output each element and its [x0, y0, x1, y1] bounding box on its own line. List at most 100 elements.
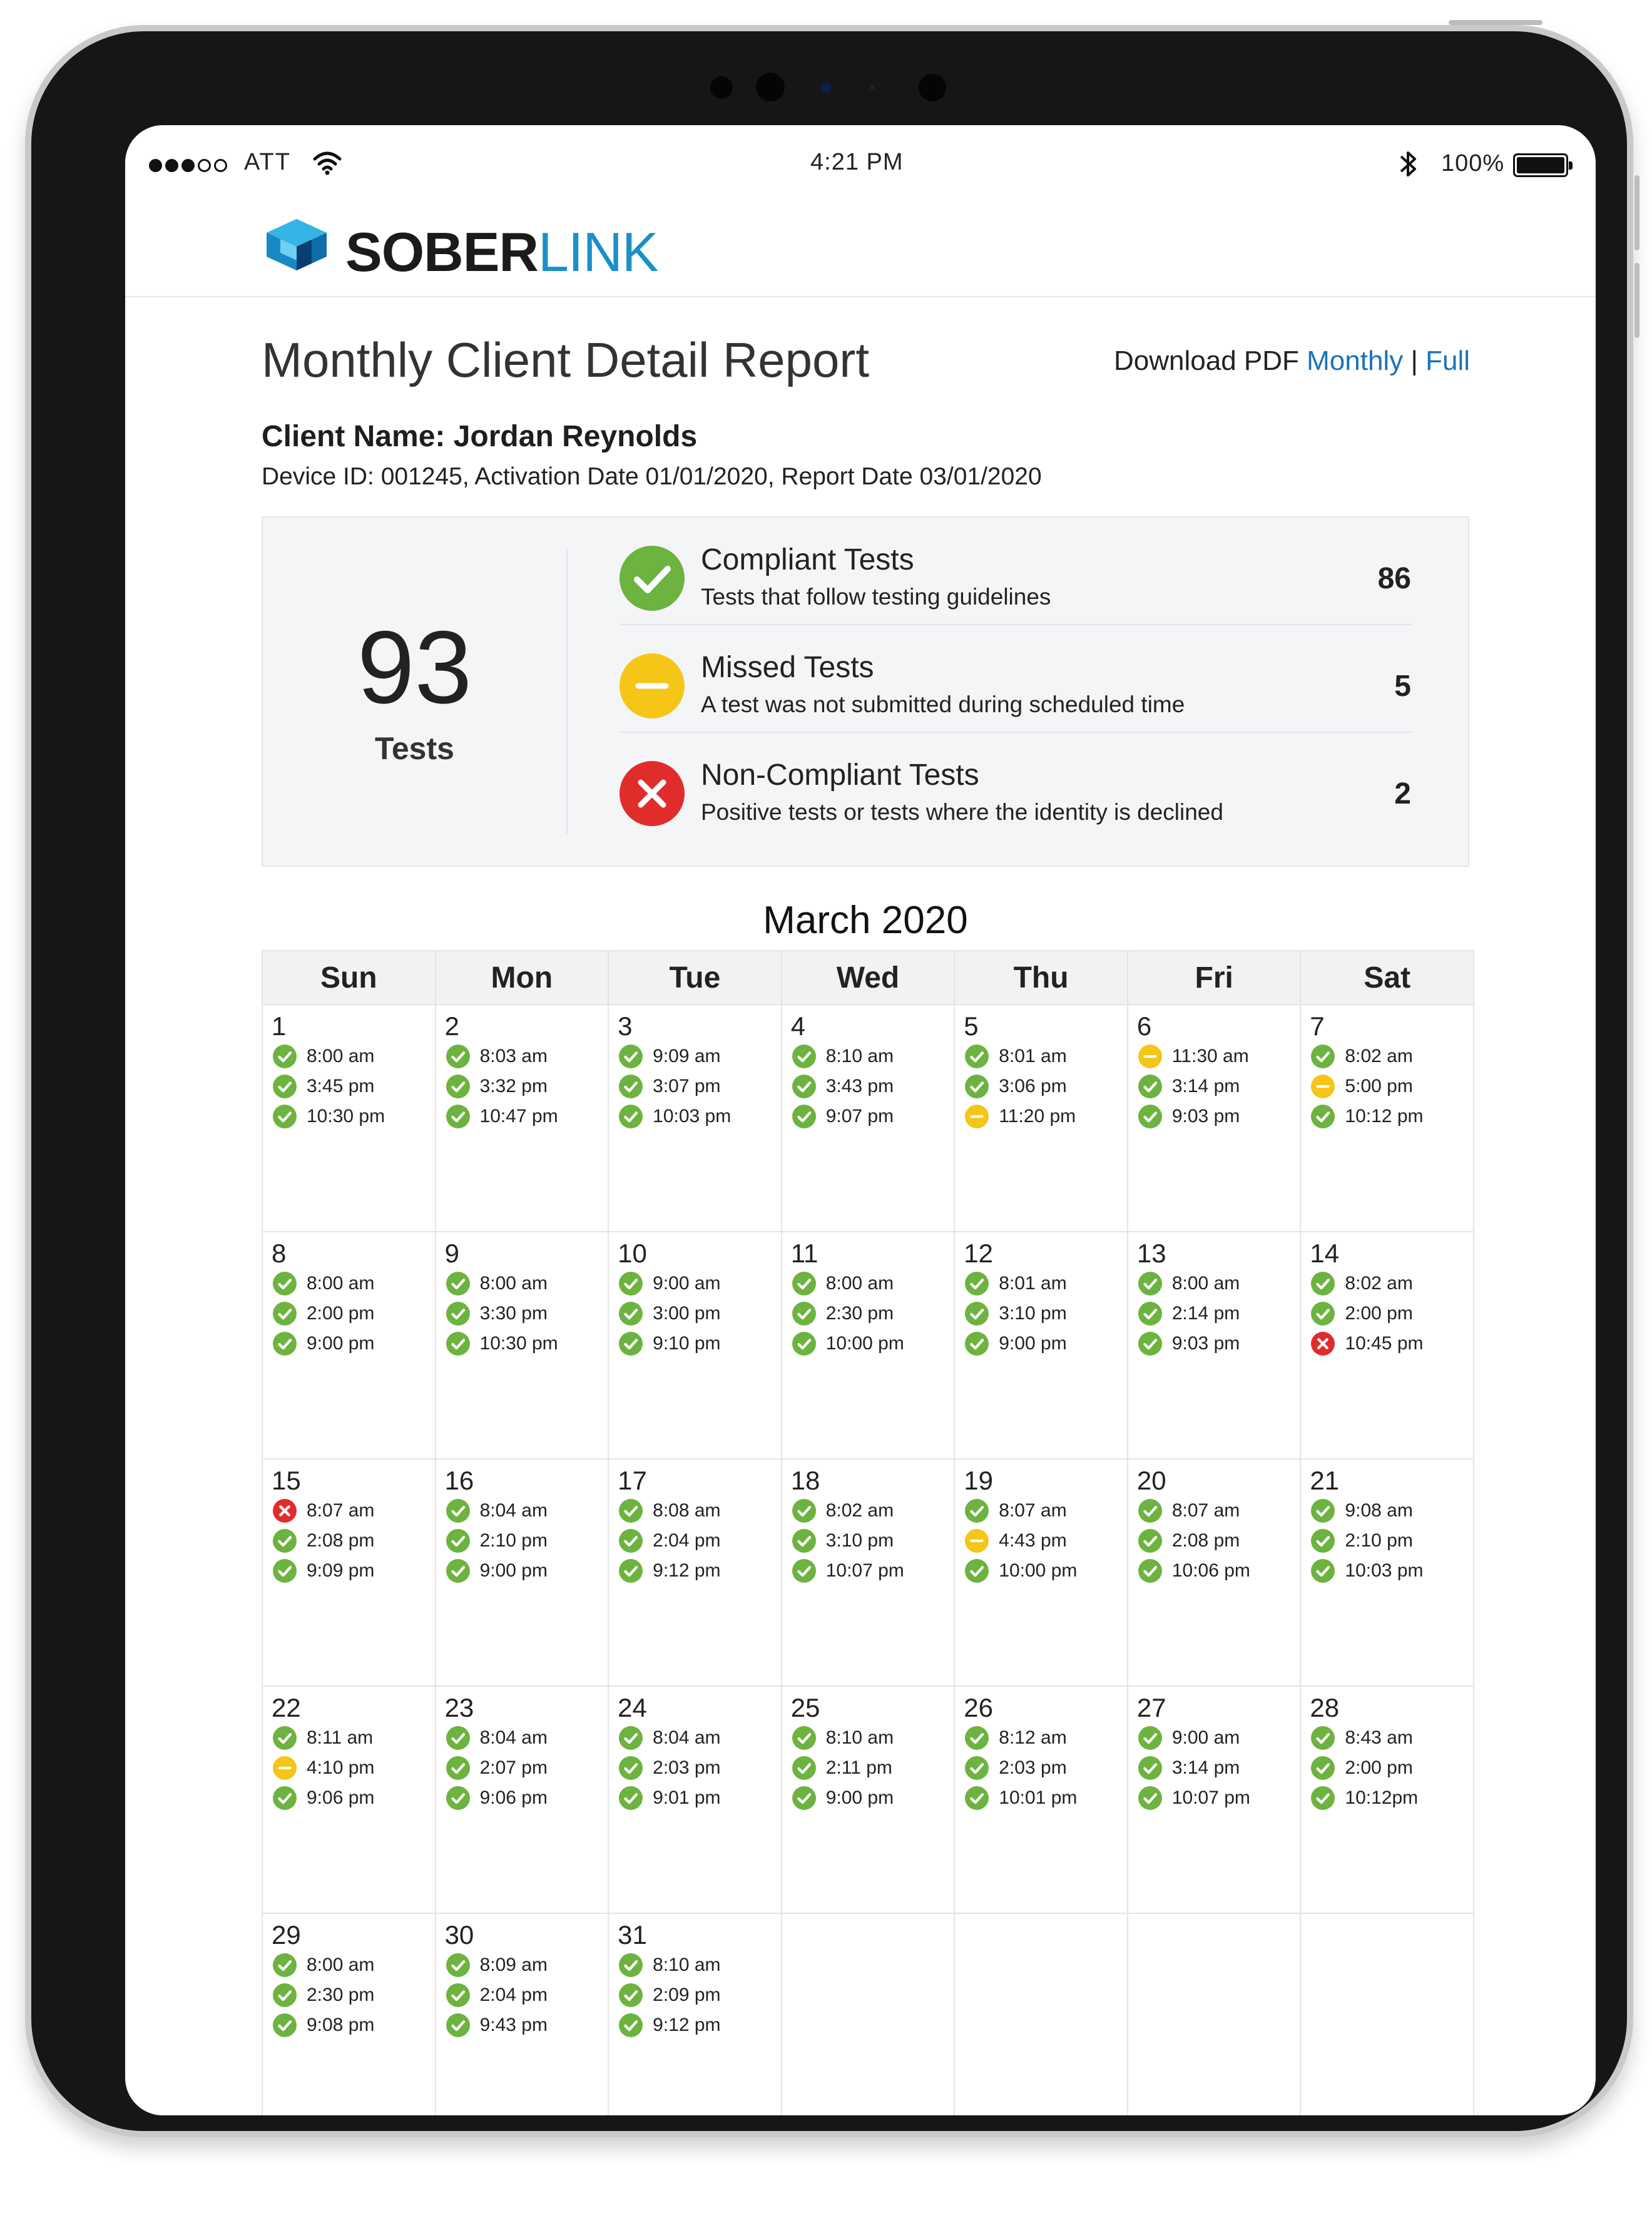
- check-circle-icon: [1311, 1726, 1335, 1750]
- test-entry: 8:02 am: [1311, 1041, 1473, 1071]
- day-number: 1: [272, 1011, 287, 1041]
- test-time: 10:45 pm: [1345, 1333, 1424, 1354]
- test-entry: 9:00 pm: [273, 1329, 435, 1359]
- test-entry: 8:08 am: [619, 1496, 781, 1526]
- check-circle-icon: [273, 1272, 297, 1296]
- check-circle-icon: [446, 1983, 470, 2007]
- test-entry: 8:12 am: [965, 1723, 1127, 1753]
- summary-row-title: Non-Compliant Tests: [701, 759, 979, 792]
- day-number: 27: [1136, 1693, 1166, 1722]
- weekday-label: Sat: [1364, 961, 1411, 994]
- test-time: 9:03 pm: [1171, 1106, 1240, 1127]
- minus-circle-icon: [1311, 1075, 1335, 1098]
- test-entry: 2:00 pm: [273, 1299, 435, 1329]
- day-number: 10: [618, 1239, 647, 1268]
- check-circle-icon: [619, 1499, 643, 1523]
- test-entry: 8:04 am: [619, 1723, 781, 1753]
- test-time: 4:43 pm: [999, 1530, 1067, 1551]
- weekday-label: Sun: [263, 951, 436, 1004]
- test-entry: 8:04 am: [446, 1723, 608, 1753]
- test-time: 8:00 am: [1171, 1273, 1240, 1294]
- test-time: 10:00 pm: [999, 1560, 1078, 1581]
- test-time: 8:43 am: [1345, 1727, 1413, 1748]
- test-time: 8:10 am: [653, 1955, 721, 1975]
- test-entry: 2:08 pm: [273, 1526, 435, 1556]
- test-time: 10:03 pm: [653, 1106, 732, 1127]
- download-monthly-link[interactable]: Monthly: [1307, 345, 1404, 376]
- test-entry: 10:45 pm: [1311, 1329, 1473, 1359]
- check-circle-icon: [792, 1559, 816, 1583]
- check-circle-icon: [273, 1726, 297, 1750]
- test-entry: 2:04 pm: [446, 1980, 608, 2010]
- day-number: 8: [272, 1239, 287, 1268]
- day-number: 11: [790, 1239, 818, 1268]
- calendar-day-cell: 19 8:07 am 4:43 pm 10:00 pm: [955, 1459, 1128, 1687]
- test-time: 9:06 pm: [307, 1787, 375, 1808]
- x-circle-icon: [620, 761, 685, 829]
- calendar-day-cell: 27 9:00 am 3:14 pm 10:07 pm: [1128, 1687, 1302, 1914]
- day-number: 17: [618, 1466, 647, 1495]
- test-time: 9:10 pm: [653, 1333, 721, 1354]
- test-time: 9:08 pm: [307, 2015, 375, 2035]
- summary-row-subtitle: A test was not submitted during schedule…: [701, 692, 1185, 717]
- test-time: 10:12pm: [1345, 1787, 1419, 1808]
- check-circle-icon: [620, 546, 685, 614]
- test-time: 9:00 pm: [825, 1787, 894, 1808]
- check-circle-icon: [792, 1499, 816, 1523]
- day-number: 13: [1136, 1239, 1166, 1268]
- test-entry: 10:00 pm: [792, 1329, 954, 1359]
- summary-row-count: 86: [1377, 562, 1411, 595]
- check-circle-icon: [1138, 1332, 1162, 1356]
- check-circle-icon: [619, 1332, 643, 1356]
- check-circle-icon: [1138, 1272, 1162, 1296]
- soberlink-logo: SOBERLINK: [345, 220, 659, 284]
- check-circle-icon: [1138, 1529, 1162, 1553]
- day-number: 23: [444, 1693, 474, 1722]
- test-entry: 9:08 am: [1311, 1496, 1473, 1526]
- check-circle-icon: [1311, 1756, 1335, 1780]
- check-circle-icon: [619, 2013, 643, 2037]
- download-pdf-label: Download PDF: [1114, 345, 1299, 376]
- test-time: 9:06 pm: [479, 1787, 548, 1808]
- summary-row-count: 2: [1394, 777, 1411, 810]
- battery-percent: 100%: [1441, 150, 1505, 176]
- day-number: 15: [272, 1466, 301, 1495]
- test-time: 9:03 pm: [1171, 1333, 1240, 1354]
- check-circle-icon: [965, 1272, 989, 1296]
- summary-row-missed: Missed Tests A test was not submitted du…: [620, 625, 1411, 733]
- download-full-link[interactable]: Full: [1425, 345, 1471, 376]
- calendar-day-cell: 5 8:01 am 3:06 pm 11:20 pm: [955, 1005, 1128, 1232]
- test-time: 3:43 pm: [825, 1076, 894, 1096]
- test-entry: 10:30 pm: [446, 1329, 608, 1359]
- test-entry: 3:06 pm: [965, 1071, 1127, 1101]
- day-number: 31: [618, 1920, 647, 1950]
- test-time: 10:12 pm: [1345, 1106, 1424, 1127]
- calendar-day-cell: 26 8:12 am 2:03 pm 10:01 pm: [955, 1687, 1128, 1914]
- test-time: 9:00 am: [1171, 1727, 1240, 1748]
- calendar-day-cell: 12 8:01 am 3:10 pm 9:00 pm: [955, 1232, 1128, 1459]
- calendar-day-cell: 3 9:09 am 3:07 pm 10:03 pm: [609, 1005, 782, 1232]
- test-entry: 10:03 pm: [619, 1101, 781, 1132]
- check-circle-icon: [446, 1756, 470, 1780]
- test-time: 9:00 pm: [307, 1333, 375, 1354]
- test-time: 9:09 pm: [307, 1560, 375, 1581]
- camera-icon: [756, 73, 785, 101]
- test-entry: 3:10 pm: [792, 1526, 954, 1556]
- check-circle-icon: [446, 1332, 470, 1356]
- test-entry: 10:06 pm: [1138, 1556, 1300, 1586]
- test-entry: 2:00 pm: [1311, 1753, 1473, 1783]
- calendar-empty-cell: [1301, 1914, 1474, 2115]
- check-circle-icon: [446, 1045, 470, 1068]
- test-time: 2:10 pm: [1345, 1530, 1413, 1551]
- test-time: 3:45 pm: [307, 1076, 375, 1096]
- check-circle-icon: [965, 1726, 989, 1750]
- day-number: 3: [618, 1011, 633, 1041]
- test-time: 8:04 am: [653, 1727, 721, 1748]
- check-circle-icon: [965, 1332, 989, 1356]
- check-circle-icon: [1138, 1756, 1162, 1780]
- calendar-day-cell: 2 8:03 am 3:32 pm 10:47 pm: [436, 1005, 609, 1232]
- test-entry: 3:30 pm: [446, 1299, 608, 1329]
- test-entry: 9:00 am: [619, 1269, 781, 1299]
- test-time: 9:01 pm: [653, 1787, 721, 1808]
- test-time: 8:09 am: [479, 1955, 548, 1975]
